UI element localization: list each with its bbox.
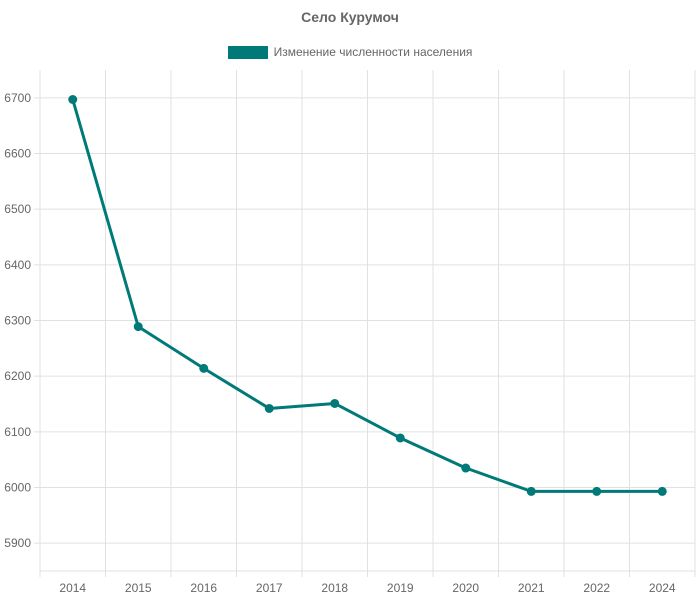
chart-legend[interactable]: Изменение численности населения [0,45,700,59]
y-tick-label: 6000 [4,481,31,495]
axis-lines [39,70,695,572]
x-tick-labels: 2014 2015 2016 2017 2018 2019 2020 2021 2022 2024 [59,581,676,595]
x-tick-label: 2022 [583,581,610,595]
x-tick-label: 2020 [452,581,479,595]
chart-title: Село Курумоч [301,9,399,25]
data-point [526,486,536,496]
y-tick-label: 6100 [4,425,31,439]
y-tick-label: 6700 [4,91,31,105]
x-tick-label: 2017 [256,581,283,595]
x-tick-label: 2019 [387,581,414,595]
x-tick-label: 2018 [321,581,348,595]
y-tick-labels: 5900 6000 6100 6200 6300 6400 6500 6600 6700 [4,91,31,550]
grid-lines [34,70,696,577]
x-tick-label: 2016 [190,581,217,595]
data-point [395,433,405,443]
y-tick-label: 6600 [4,147,31,161]
legend-swatch [227,45,268,59]
y-tick-label: 6500 [4,202,31,216]
data-point [330,398,340,408]
y-tick-label: 6300 [4,314,31,328]
x-tick-label: 2024 [649,581,676,595]
x-tick-label: 2015 [125,581,152,595]
y-tick-label: 6400 [4,258,31,272]
legend-label: Изменение численности населения [273,45,473,59]
data-point [461,463,471,473]
series-layer [68,95,667,496]
data-point [68,95,78,105]
data-point [592,486,602,496]
y-tick-label: 5900 [4,536,31,550]
x-tick-label: 2014 [59,581,86,595]
data-point [133,322,143,332]
x-tick-label: 2021 [518,581,545,595]
series-line [71,99,663,493]
y-tick-label: 6200 [4,369,31,383]
data-point [199,363,209,373]
data-point [264,403,274,413]
data-point [657,486,667,496]
